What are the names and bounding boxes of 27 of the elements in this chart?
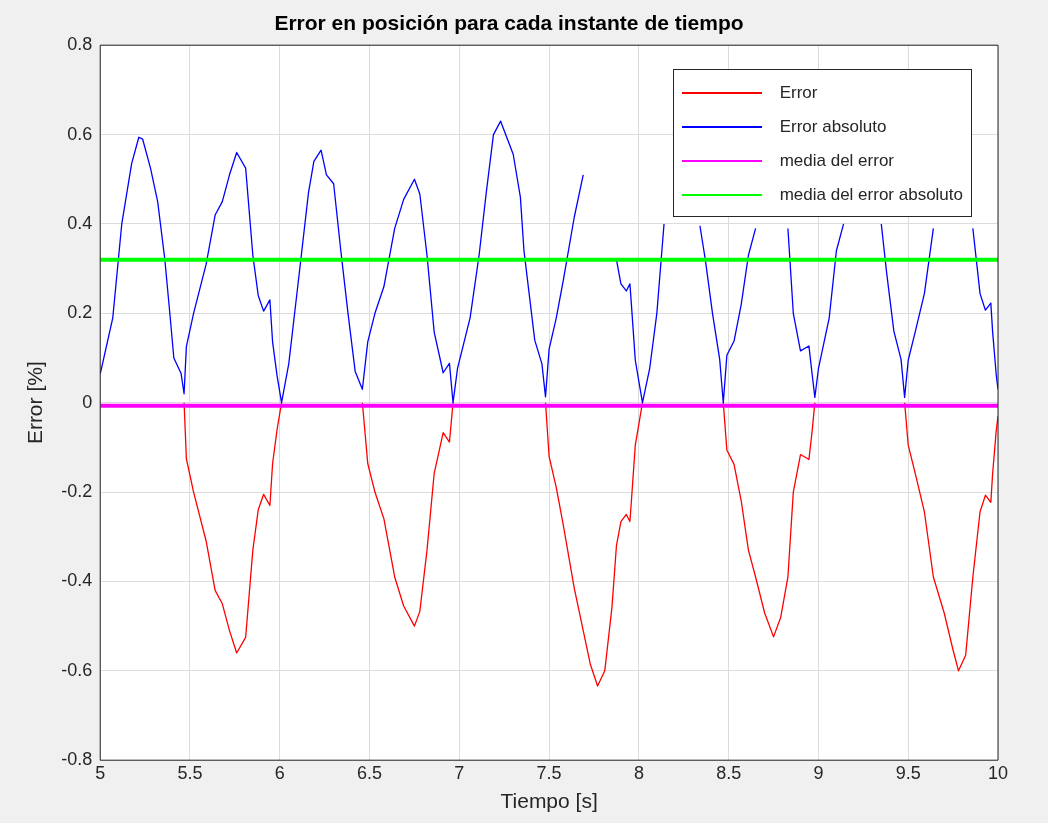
x-tick-label: 5.5 (177, 762, 203, 783)
y-tick-label: 0.4 (67, 212, 93, 233)
x-tick-label: 6 (274, 762, 285, 783)
legend-label: media del error absoluto (779, 185, 963, 206)
y-tick-label: -0.2 (61, 481, 93, 502)
y-tick-label: 0.8 (67, 34, 93, 55)
y-tick-label: -0.8 (61, 749, 93, 770)
x-tick-label: 8 (633, 762, 644, 783)
x-axis-title: Tiempo [s] (500, 789, 598, 813)
y-axis-title: Error [%] (23, 361, 47, 445)
y-tick-label: 0.6 (67, 123, 93, 144)
x-tick-label: 9 (813, 762, 824, 783)
x-tick-label: 6.5 (357, 762, 383, 783)
x-tick-label: 7 (454, 762, 465, 783)
chart-title: Error en posición para cada instante de tiempo (274, 11, 744, 35)
x-tick-label: 7.5 (536, 762, 562, 783)
y-tick-label: -0.6 (61, 659, 93, 680)
x-tick-label: 9.5 (895, 762, 921, 783)
legend-label: Error (779, 83, 818, 104)
x-tick-label: 10 (987, 762, 1009, 783)
legend-label: Error absoluto (779, 117, 887, 138)
y-tick-label: 0.2 (67, 302, 93, 323)
x-tick-label: 5 (95, 762, 106, 783)
y-tick-label: 0 (82, 391, 93, 412)
y-tick-label: -0.4 (61, 570, 93, 591)
x-tick-label: 8.5 (716, 762, 742, 783)
legend-label: media del error (779, 151, 894, 172)
